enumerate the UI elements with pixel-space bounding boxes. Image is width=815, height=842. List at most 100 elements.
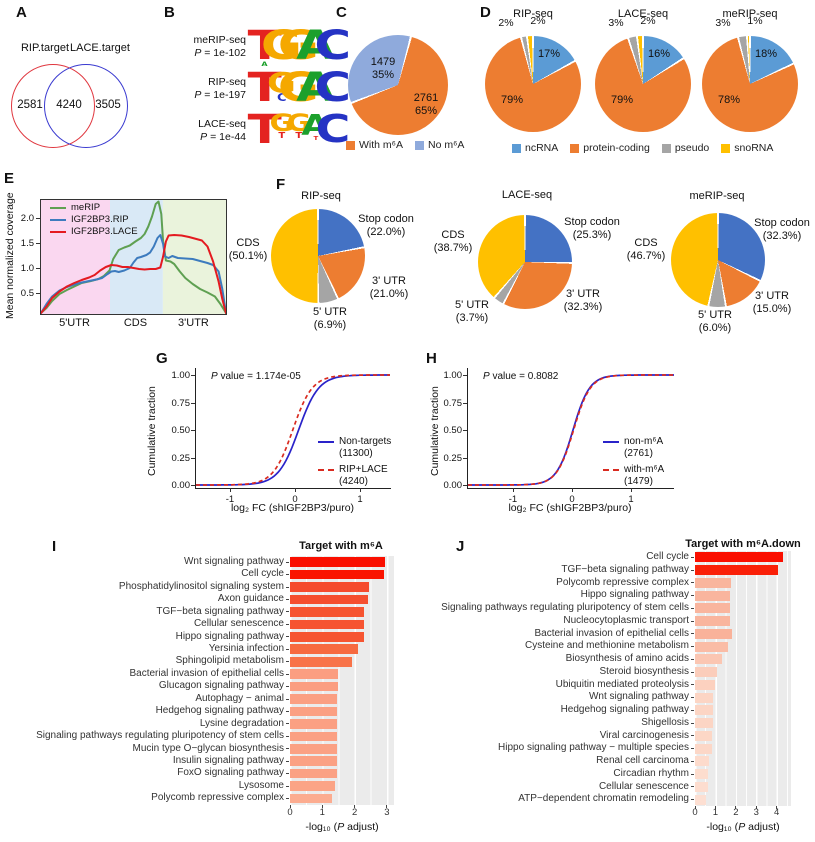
pie-callout: Stop codon (22.0%): [350, 213, 422, 239]
bar-cell: [290, 643, 394, 656]
logo-letter: T: [278, 131, 285, 141]
logo-row-name: LACE-seq: [198, 118, 246, 130]
pie-callout: 5' UTR (6.0%): [684, 309, 746, 335]
legend-swatch: [721, 143, 731, 153]
bar-row: Axon guidance: [8, 593, 394, 606]
x-tick-label: 1: [319, 807, 325, 818]
bar-label: TGF−beta signaling pathway: [156, 605, 284, 617]
x-tick-label: 3: [384, 807, 390, 818]
axis-tick-dash: [691, 760, 694, 762]
axis-tick-dash: [286, 574, 289, 576]
bar-label: Hippo signaling pathway − multiple speci…: [498, 742, 689, 754]
axis-tick-dash: [691, 722, 694, 724]
bar-row: Cell cycle: [404, 551, 791, 564]
e-legend-item: meRIP: [50, 202, 100, 213]
bar: [290, 681, 338, 692]
bar-row: Polycomb repressive complex: [404, 576, 791, 590]
bar-label: Polycomb repressive complex: [151, 792, 284, 804]
bar-label: Cellular senescence: [193, 618, 284, 630]
logo-letter: G: [260, 23, 303, 69]
bar-cell: [290, 655, 394, 668]
pie-callout: 3' UTR (32.3%): [554, 288, 612, 314]
y-tick-label: 0.25: [171, 452, 191, 464]
pie-callout-pct: (6.9%): [313, 318, 347, 331]
y-tick-label: 0.25: [443, 452, 463, 464]
bar-row: Cellular senescence: [404, 780, 791, 794]
bar-row: TGF−beta signaling pathway: [8, 605, 394, 619]
logo-letter: T: [313, 136, 318, 143]
axis-label-part: adjust): [745, 821, 780, 833]
tick-mark: [354, 805, 356, 808]
pie-callout-name: 3' UTR: [566, 288, 600, 300]
x-tick-label: -1: [225, 494, 235, 505]
bar-cell: [695, 729, 791, 743]
bar: [695, 679, 715, 690]
bar-label: Steroid biosynthesis: [599, 665, 690, 677]
bar: [695, 565, 778, 576]
legend-label: RIP+LACE: [339, 464, 388, 475]
venn-overlap-count: 4240: [56, 99, 82, 111]
coverage-line-plot: [40, 199, 227, 315]
venn-right-circle: [44, 64, 128, 148]
m6a-pie-chart: [348, 35, 448, 135]
dashed-line-swatch: [318, 468, 334, 471]
tick-mark: [776, 806, 778, 809]
bar-label: Wnt signaling pathway: [588, 691, 689, 703]
axis-tick-dash: [286, 686, 289, 688]
bar-label: Nucleocytoplasmic transport: [563, 614, 689, 626]
legend-item: RIP+LACE: [318, 464, 391, 475]
bar-cell: [695, 691, 791, 704]
legend-item: pseudo: [661, 142, 709, 154]
legend-item: snoRNA: [721, 142, 773, 154]
axis-tick-dash: [286, 611, 289, 613]
logo-stack: T: [247, 68, 281, 108]
legend: With m⁶A No m⁶A: [346, 139, 464, 151]
x-tick-label: 0: [287, 807, 293, 818]
axis-tick-dash: [691, 556, 694, 558]
y-tick-label: 1.00: [443, 370, 463, 381]
axis-tick-dash: [286, 785, 289, 787]
bar-row: Hedgehog signaling pathway: [8, 705, 394, 718]
bar-row: Wnt signaling pathway: [8, 556, 394, 569]
bar: [290, 607, 365, 617]
logo-letter: A: [296, 65, 335, 111]
logo-letter: G: [277, 23, 320, 69]
biotype-pie-chart: [485, 36, 581, 132]
bar-row: Bacterial invasion of epithelial cells: [8, 667, 394, 681]
bar-row: Cysteine and methionine metabolism: [404, 640, 791, 653]
legend-swatch: [570, 143, 580, 153]
g-x-axis-label: log₂ FC (shIGF2BP3/puro): [230, 502, 355, 514]
bar-label: TGF−beta signaling pathway: [561, 563, 689, 575]
legend-count: (1479): [624, 476, 653, 487]
pie-callout-pct: (6.0%): [698, 321, 732, 334]
bar-row: Hippo signaling pathway: [8, 630, 394, 644]
bar-row: Viral carcinogenesis: [404, 729, 791, 743]
pie-callout-name: CDS: [236, 237, 260, 249]
tick-mark: [191, 457, 195, 459]
axis-tick-dash: [691, 633, 694, 635]
bar-row: Signaling pathways regulating pluripoten…: [8, 730, 394, 743]
with-m6a-count: 2761: [413, 92, 439, 104]
bar: [695, 718, 713, 729]
axis-label-part: -log₁₀ (: [305, 821, 338, 833]
legend-count: (2761): [624, 448, 653, 459]
bar-cell: [290, 605, 394, 619]
line-swatch: [50, 206, 66, 209]
panel-b-label: B: [164, 4, 175, 21]
e-x-region-label: CDS: [123, 317, 148, 329]
pie-title: RIP-seq: [301, 190, 341, 202]
bar-cell: [695, 767, 791, 781]
tick-mark: [36, 293, 40, 294]
bar-row: Glucagon signaling pathway: [8, 680, 394, 693]
biotype-pie-chart: [595, 36, 691, 132]
biotype-pie-chart: [702, 36, 798, 132]
axis-tick-dash: [286, 673, 289, 675]
dashed-line-swatch: [603, 468, 619, 471]
e-legend-item: IGF2BP3.LACE: [50, 226, 138, 237]
logo-letter: A: [296, 23, 335, 69]
bar-row: Sphingolipid metabolism: [8, 655, 394, 668]
bar: [290, 706, 337, 717]
